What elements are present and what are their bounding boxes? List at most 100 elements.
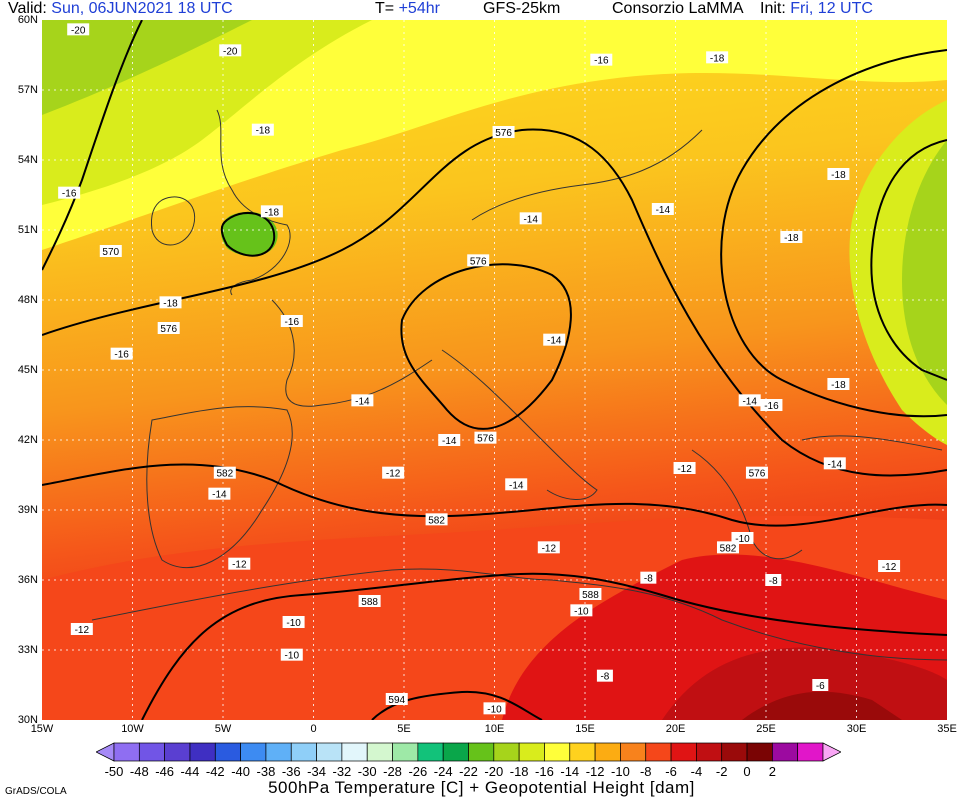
colorbar-swatch: [772, 742, 799, 762]
temperature-label: -14: [656, 205, 671, 216]
temperature-label: -20: [223, 46, 238, 57]
colorbar-swatch: [138, 742, 165, 762]
temperature-label-bg: [58, 186, 81, 199]
temperature-label: -14: [547, 336, 562, 347]
temperature-label-bg: [731, 532, 754, 544]
contour-east-low: [870, 139, 947, 381]
temperature-label-bg: [590, 53, 613, 66]
coast-black-sea: [801, 435, 943, 451]
colorbar-tick-label: -14: [560, 764, 580, 779]
height-label-bg: [358, 595, 381, 607]
colorbar-tick-label: -26: [408, 764, 428, 779]
init-label: Init:: [760, 0, 786, 17]
temperature-labels: -20 -20 -18 -16 -18 -18 -16 -16 -14 -14 -16 -18 -18 -…: [58, 23, 901, 715]
temperature-label: -6: [816, 681, 825, 692]
colorbar-swatch: [442, 742, 469, 762]
temperature-label: -18: [831, 170, 846, 181]
temperature-label: -16: [62, 189, 77, 200]
init-time-value: Fri, 12 UTC: [790, 0, 873, 17]
coast-north-africa: [91, 568, 947, 661]
temperature-label: -12: [882, 562, 897, 573]
temperature-label: -16: [764, 401, 779, 412]
temperature-label: -14: [523, 214, 538, 225]
longitude-label: 10E: [484, 723, 505, 735]
colorbar-tick-label: -42: [205, 764, 225, 779]
credit-label: GrADS/COLA: [5, 786, 67, 797]
contour-582: [42, 463, 947, 527]
temperature-label-bg: [280, 648, 303, 661]
height-label: 594: [388, 695, 405, 706]
temperature-label-bg: [651, 203, 674, 215]
init-time: Init: Fri, 12 UTC: [760, 0, 873, 18]
colorbar-swatch: [746, 742, 773, 762]
height-label: 576: [470, 256, 487, 267]
latitude-label: 42N: [17, 434, 38, 446]
coast-italy: [441, 349, 598, 500]
colorbar-tick-label: -16: [535, 764, 554, 779]
valid-time: Valid: Sun, 06JUN2021 18 UTC: [8, 0, 233, 18]
temperature-label: -14: [742, 396, 757, 407]
colorbar-tick-label: -8: [639, 764, 652, 779]
colorbar-swatch: [189, 742, 216, 762]
colorbar-tick-label: -20: [484, 764, 504, 779]
temp-band-20-east: [902, 140, 947, 405]
temperature-label: -14: [355, 396, 370, 407]
height-label: 582: [216, 469, 233, 480]
height-label-bg: [425, 513, 448, 526]
longitude-label: 20E: [665, 723, 686, 735]
longitude-label: 15W: [30, 723, 54, 735]
temperature-label-bg: [282, 616, 305, 628]
height-label: 570: [102, 247, 119, 258]
colorbar-tick-label: -12: [585, 764, 605, 779]
temperature-label: -18: [256, 126, 271, 137]
contour-588: [141, 572, 947, 720]
temperature-label-bg: [483, 702, 506, 715]
latitude-label: 48N: [17, 294, 38, 306]
contour-594: [371, 690, 543, 720]
latitude-label: 36N: [17, 574, 38, 586]
colorbar-swatch: [392, 742, 419, 762]
temperature-label: -12: [542, 543, 557, 554]
temperature-label-bg: [543, 333, 566, 346]
temperature-label-bg: [251, 123, 274, 136]
colorbar-swatch: [316, 742, 343, 762]
colorbar-tick-label: -30: [357, 764, 377, 779]
temperature-label-bg: [110, 347, 133, 360]
longitude-label: 10W: [121, 723, 144, 735]
height-label: 576: [477, 434, 494, 445]
height-label: 576: [160, 324, 177, 335]
colorbar-swatch: [645, 742, 672, 762]
coastlines: [91, 109, 947, 661]
colorbar-tick-label: -40: [231, 764, 250, 779]
temperature-label: -10: [574, 606, 589, 617]
temperature-label-bg: [537, 541, 560, 554]
colorbar-tick-label: -10: [611, 764, 630, 779]
temperature-label: -16: [594, 56, 609, 67]
temperature-label-bg: [505, 478, 528, 491]
colorbar-swatch: [493, 742, 520, 762]
height-label: 582: [720, 543, 737, 554]
colorbar-swatch: [569, 742, 596, 762]
colorbar-tick-label: -46: [155, 764, 175, 779]
colorbar-swatch: [468, 742, 495, 762]
latitude-label: 33N: [17, 644, 38, 656]
colorbar-tick-label: -2: [715, 764, 728, 779]
weather-map: -20 -20 -18 -16 -18 -18 -16 -16 -14 -14 -16 -18 -18 -…: [42, 20, 947, 720]
temperature-label-bg: [765, 574, 782, 586]
coast-baltic: [471, 129, 703, 221]
valid-label: Valid:: [8, 0, 47, 17]
height-label: 582: [428, 515, 445, 526]
producer-name: Consorzio LaMMA: [612, 0, 744, 17]
temperature-label: -18: [831, 380, 846, 391]
colorbar-swatch: [670, 742, 697, 762]
colorbar-tick-label: -34: [307, 764, 326, 779]
latitude-label: 60N: [17, 14, 38, 26]
coast-france: [271, 299, 433, 407]
colorbar-tick-label: -18: [509, 764, 529, 779]
height-label: 576: [749, 469, 766, 480]
temperature-label-bg: [438, 434, 461, 446]
temp-band-6: [662, 647, 947, 720]
temperature-label: -10: [487, 704, 502, 715]
colorbar: [96, 742, 841, 762]
temperature-label: -18: [710, 53, 725, 64]
